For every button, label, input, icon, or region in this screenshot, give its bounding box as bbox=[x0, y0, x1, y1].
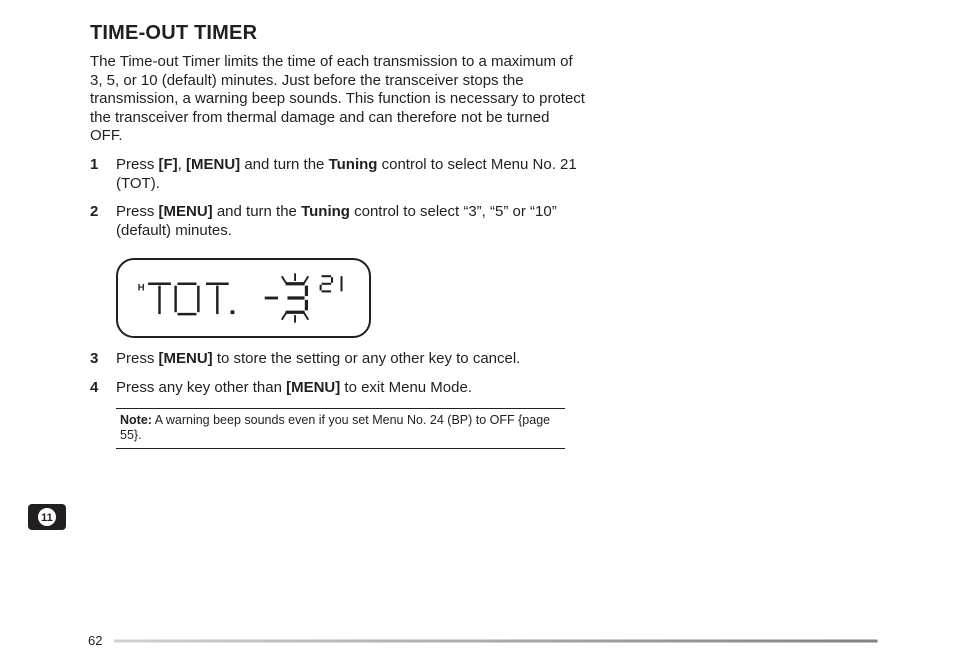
tuning-control: Tuning bbox=[301, 203, 350, 220]
text: Press bbox=[116, 203, 159, 220]
lcd-char-T2 bbox=[206, 284, 229, 314]
text: to store the setting or any other key to… bbox=[213, 350, 521, 367]
note-box: Note: A warning beep sounds even if you … bbox=[116, 408, 565, 449]
chapter-tab: 11 bbox=[28, 504, 66, 530]
steps-list: Press [F], [MENU] and turn the Tuning co… bbox=[90, 156, 585, 240]
lcd-indicator: H bbox=[138, 283, 145, 294]
key-menu: [MENU] bbox=[159, 203, 213, 220]
step-3: Press [MENU] to store the setting or any… bbox=[90, 350, 585, 369]
page-footer: 62 bbox=[88, 633, 878, 648]
key-menu: [MENU] bbox=[286, 379, 340, 396]
text: and turn the bbox=[213, 203, 301, 220]
lcd-period bbox=[231, 311, 235, 315]
note-label: Note: bbox=[120, 413, 152, 427]
lcd-screen: H bbox=[116, 258, 371, 338]
step-4: Press any key other than [MENU] to exit … bbox=[90, 379, 585, 398]
step-1: Press [F], [MENU] and turn the Tuning co… bbox=[90, 156, 585, 193]
lcd-figure: H bbox=[90, 250, 585, 350]
intro-paragraph: The Time-out Timer limits the time of ea… bbox=[90, 53, 585, 146]
lcd-svg: H bbox=[132, 261, 369, 335]
text: Press any key other than bbox=[116, 379, 286, 396]
key-menu: [MENU] bbox=[186, 156, 240, 173]
steps-list-cont: Press [MENU] to store the setting or any… bbox=[90, 350, 585, 397]
step-2: Press [MENU] and turn the Tuning control… bbox=[90, 203, 585, 240]
lcd-menu-no bbox=[321, 277, 342, 292]
lcd-char-T1 bbox=[148, 284, 171, 314]
manual-page: TIME-OUT TIMER The Time-out Timer limits… bbox=[0, 0, 954, 672]
key-f: [F] bbox=[159, 156, 178, 173]
section-title: TIME-OUT TIMER bbox=[90, 22, 585, 45]
text: Press bbox=[116, 350, 159, 367]
chapter-number: 11 bbox=[41, 512, 53, 524]
page-number: 62 bbox=[88, 633, 102, 648]
text: Press bbox=[116, 156, 159, 173]
chapter-tab-icon: 11 bbox=[34, 507, 60, 527]
tuning-control: Tuning bbox=[329, 156, 378, 173]
lcd-value-group bbox=[265, 274, 309, 323]
note-text: A warning beep sounds even if you set Me… bbox=[120, 413, 550, 443]
text: , bbox=[178, 156, 186, 173]
lcd-digit-3 bbox=[286, 284, 307, 312]
text: and turn the bbox=[240, 156, 328, 173]
footer-rule bbox=[114, 638, 878, 644]
lcd-char-O bbox=[176, 284, 199, 314]
key-menu: [MENU] bbox=[159, 350, 213, 367]
content-column: TIME-OUT TIMER The Time-out Timer limits… bbox=[90, 22, 585, 449]
text: to exit Menu Mode. bbox=[340, 379, 472, 396]
